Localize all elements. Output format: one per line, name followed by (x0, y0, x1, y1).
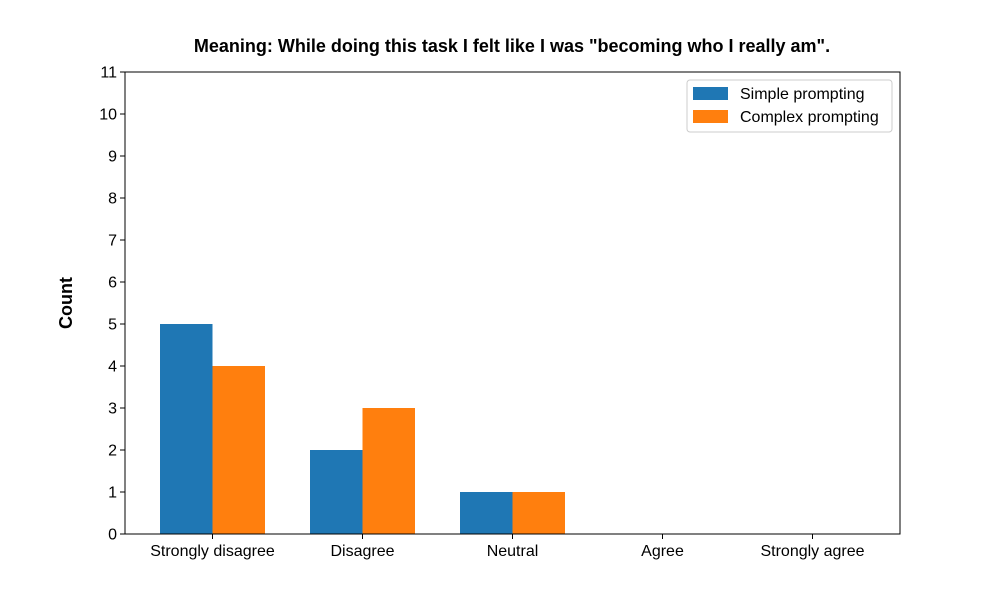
legend-box (686, 79, 893, 133)
y-tick-label-1: 1 (108, 485, 117, 502)
legend-label-0: Simple prompting (740, 86, 865, 103)
y-tick-label-7: 7 (108, 233, 117, 250)
legend-swatch-1 (693, 110, 728, 123)
y-tick-label-4: 4 (108, 359, 117, 376)
y-tick-label-3: 3 (108, 401, 117, 418)
bars-layer (160, 324, 565, 534)
y-tick-label-8: 8 (108, 191, 117, 208)
x-tick-label-3: Agree (641, 543, 684, 560)
y-tick-label-5: 5 (108, 317, 117, 334)
y-tick-label-9: 9 (108, 149, 117, 166)
legend-swatch-0 (693, 87, 728, 100)
bar-simple-1 (310, 450, 363, 534)
bar-simple-0 (160, 324, 213, 534)
legend: Simple prompting Complex prompting (686, 79, 893, 133)
bar-complex-2 (512, 492, 565, 534)
x-tick-label-1: Disagree (330, 543, 394, 560)
x-tick-label-0: Strongly disagree (150, 543, 275, 560)
y-tick-label-6: 6 (108, 275, 117, 292)
bar-complex-0 (212, 366, 265, 534)
y-tick-label-10: 10 (99, 107, 117, 124)
x-tick-label-2: Neutral (487, 543, 539, 560)
bar-simple-2 (460, 492, 513, 534)
legend-label-1: Complex prompting (740, 109, 879, 126)
y-axis-label: Count (56, 277, 76, 329)
x-tick-label-4: Strongly agree (760, 543, 864, 560)
chart-title: Meaning: While doing this task I felt li… (194, 36, 830, 56)
plot-frame (124, 71, 901, 535)
y-tick-label-0: 0 (108, 527, 117, 544)
bar-complex-1 (362, 408, 415, 534)
ticks-layer: 0 1 2 3 4 5 6 7 8 9 10 11 Strongly disagree Disagree N… (99, 65, 864, 561)
y-tick-label-2: 2 (108, 443, 117, 460)
y-tick-label-11: 11 (100, 65, 117, 82)
